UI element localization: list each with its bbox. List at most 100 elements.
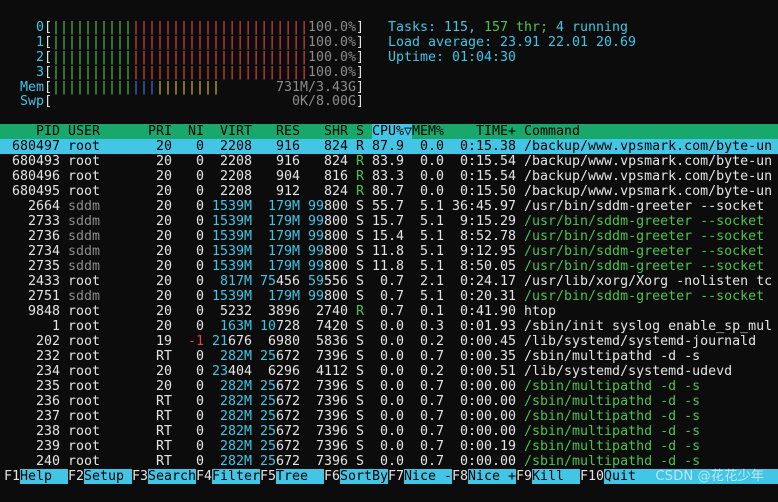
cell-shr: 4112	[315, 364, 348, 379]
cell-shr: 59556	[308, 274, 349, 289]
cell-shr: 99800	[308, 229, 349, 244]
cell-command: /sbin/multipathd -d -s	[524, 439, 701, 454]
cell-shr: 7396	[315, 379, 348, 394]
cell-cpu: 55.7	[372, 199, 405, 214]
cell-pri: 20	[155, 379, 172, 394]
cell-cpu: 0.7	[379, 289, 404, 304]
cell-cpu: 0.0	[379, 334, 404, 349]
function-label[interactable]: Setup	[84, 469, 125, 484]
cell-ni: 0	[195, 214, 204, 229]
swp-value: 0K/8.00G	[292, 94, 357, 109]
function-label[interactable]: Quit	[604, 469, 637, 484]
cell-cpu: 0.0	[379, 379, 404, 394]
cell-pri: 20	[155, 229, 172, 244]
cell-mem: 0.2	[419, 364, 444, 379]
cell-time: 36:45.97	[452, 199, 517, 214]
cell-cpu: 0.0	[379, 409, 404, 424]
function-label[interactable]: Filter	[212, 469, 261, 484]
cell-pid: 680495	[11, 184, 60, 199]
cell-time: 9:15.29	[459, 214, 516, 229]
cell-ni: 0	[195, 229, 204, 244]
cell-command: /sbin/multipathd -d -s	[524, 349, 701, 364]
column-header: MEM%	[412, 124, 445, 139]
cell-shr: 7396	[315, 439, 348, 454]
cell-state: S	[356, 244, 365, 259]
cell-mem: 5.1	[419, 244, 444, 259]
function-label[interactable]: Nice -	[404, 469, 453, 484]
cell-user: root	[68, 184, 101, 199]
cell-virt: 282M	[219, 394, 252, 409]
function-label[interactable]: Kill	[532, 469, 565, 484]
cell-pid: 680497	[11, 139, 60, 154]
cell-command: /lib/systemd/systemd-udevd	[524, 364, 733, 379]
cell-cpu: 0.0	[379, 349, 404, 364]
cell-pid: 237	[35, 409, 60, 424]
function-label[interactable]: Tree	[276, 469, 309, 484]
cell-shr: 2740	[315, 304, 348, 319]
cell-time: 0:00.35	[459, 349, 516, 364]
cell-user: root	[68, 169, 101, 184]
cell-res: 10728	[260, 319, 301, 334]
cell-pri: RT	[155, 409, 172, 424]
cell-res: 179M	[267, 214, 300, 229]
cell-virt: 282M	[219, 379, 252, 394]
cell-res: 3896	[267, 304, 300, 319]
cell-pri: 20	[155, 169, 172, 184]
function-label[interactable]: Help	[20, 469, 53, 484]
cell-user: root	[68, 379, 101, 394]
function-label-band	[84, 469, 132, 484]
cell-cpu: 87.9	[372, 139, 405, 154]
function-label[interactable]: Search	[148, 469, 197, 484]
cell-cpu: 0.0	[379, 319, 404, 334]
cell-user: root	[68, 349, 101, 364]
cell-ni: 0	[195, 394, 204, 409]
function-label[interactable]: Nice +	[468, 469, 517, 484]
function-label[interactable]: SortBy	[340, 469, 389, 484]
cell-state: S	[356, 424, 365, 439]
cell-res: 25672	[260, 349, 301, 364]
cell-mem: 0.7	[419, 454, 444, 469]
cell-shr: 99800	[308, 244, 349, 259]
meter-bracket: ]	[356, 65, 365, 80]
cell-cpu: 83.3	[372, 169, 405, 184]
cell-ni: 0	[195, 409, 204, 424]
cell-shr: 824	[323, 154, 348, 169]
cell-user: root	[68, 409, 101, 424]
cell-ni: 0	[195, 364, 204, 379]
cell-shr: 824	[323, 184, 348, 199]
cell-mem: 0.2	[419, 334, 444, 349]
cell-user: root	[68, 424, 101, 439]
column-header: RES	[275, 124, 300, 139]
cpu-label: 3	[36, 65, 45, 80]
load-label: Load average:	[388, 35, 493, 50]
cell-pid: 2735	[27, 259, 60, 274]
cell-res: 904	[275, 169, 300, 184]
cell-user: root	[68, 439, 101, 454]
function-label-band	[604, 469, 778, 484]
meter-bracket: [	[44, 50, 53, 65]
cell-ni: 0	[195, 154, 204, 169]
uptime-value: 01:04:30	[452, 50, 517, 65]
swp-label: Swp	[20, 94, 45, 109]
function-key: F4	[196, 469, 213, 484]
function-label-band	[212, 469, 260, 484]
cell-pri: 20	[155, 274, 172, 289]
tasks-threads: 157 thr;	[484, 20, 549, 35]
cell-shr: 7396	[315, 454, 348, 469]
cell-shr: 99800	[308, 199, 349, 214]
cell-time: 0:00.45	[459, 334, 516, 349]
cell-cpu: 0.0	[379, 364, 404, 379]
cell-ni: 0	[195, 289, 204, 304]
cell-command: /sbin/multipathd -d -s	[524, 409, 701, 424]
cpu-label: 2	[36, 50, 45, 65]
cell-time: 8:50.05	[459, 259, 516, 274]
cell-pid: 236	[35, 394, 60, 409]
cell-cpu: 15.4	[372, 229, 405, 244]
cell-user: sddm	[68, 229, 101, 244]
column-header: PRI	[148, 124, 173, 139]
cell-ni: 0	[195, 379, 204, 394]
cell-pri: 20	[155, 289, 172, 304]
cell-ni: 0	[195, 439, 204, 454]
cell-state: S	[356, 319, 365, 334]
cell-ni: 0	[195, 139, 204, 154]
